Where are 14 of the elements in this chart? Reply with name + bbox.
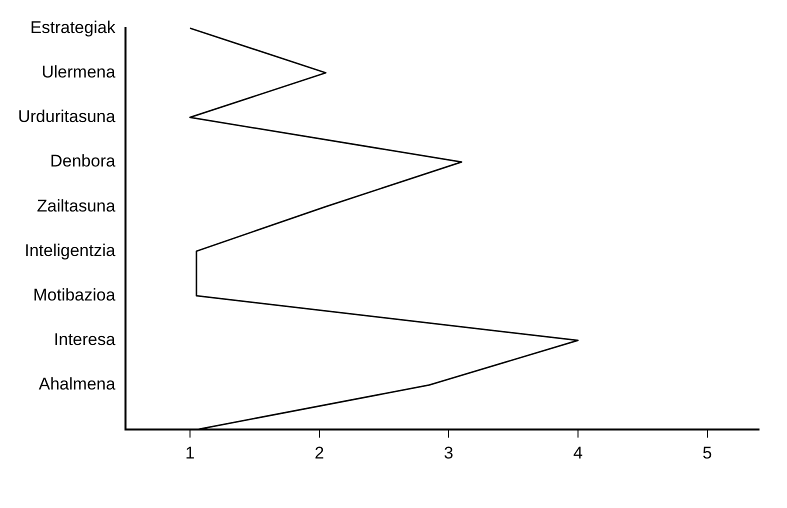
x-tick-label: 5 <box>702 443 712 462</box>
x-tick-label: 3 <box>444 443 454 462</box>
x-tick-label: 4 <box>573 443 583 462</box>
y-tick-label: Zailtasuna <box>36 196 116 216</box>
y-tick-label: Interesa <box>54 330 116 350</box>
y-tick-label: Estrategiak <box>30 18 116 37</box>
y-tick-label: Urduritasuna <box>18 107 116 126</box>
y-tick-label: Ulermena <box>42 62 116 82</box>
y-tick-label: Ahalmena <box>38 374 116 394</box>
x-tick-label: 1 <box>185 443 195 462</box>
y-tick-label: Denbora <box>50 152 116 171</box>
x-tick-label: 2 <box>314 443 324 462</box>
y-tick-label: Motibazioa <box>33 285 116 304</box>
y-tick-label: Inteligentzia <box>24 240 116 260</box>
